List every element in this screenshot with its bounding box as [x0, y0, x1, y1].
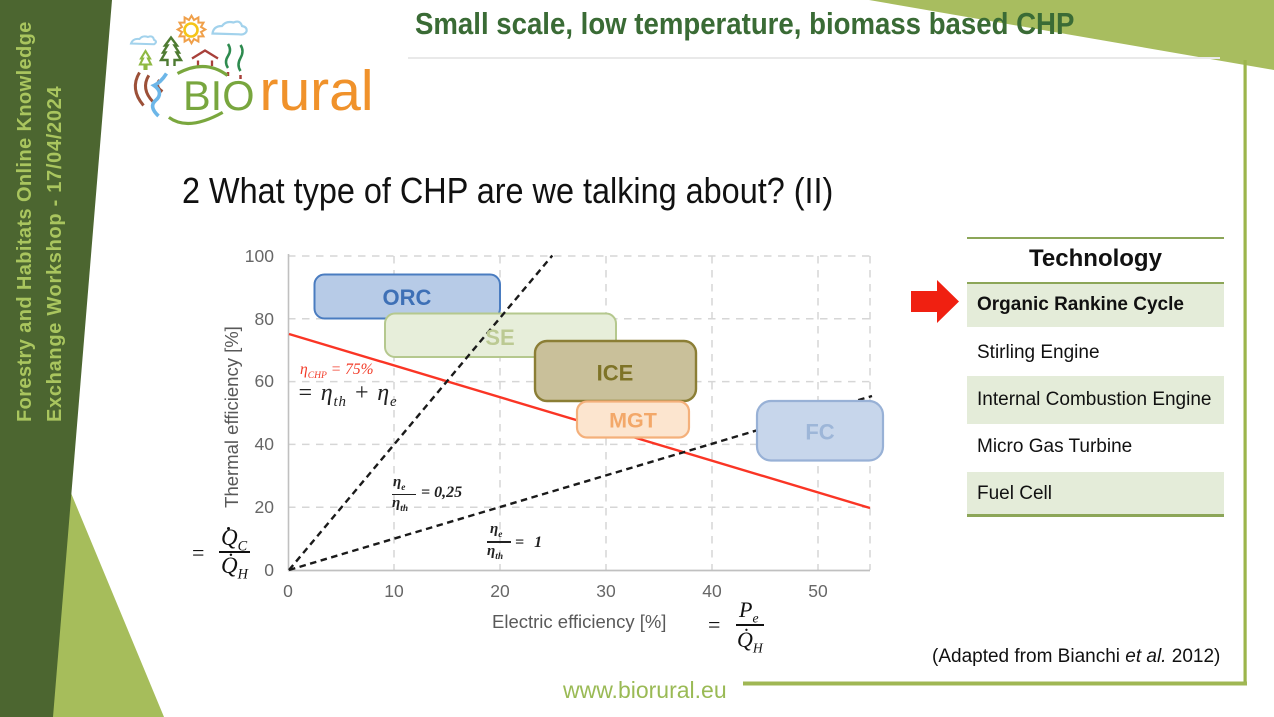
svg-text:20: 20 [490, 581, 510, 601]
svg-text:BIO: BIO [183, 72, 255, 119]
svg-text:100: 100 [245, 246, 274, 266]
svg-text:rural: rural [260, 59, 374, 123]
svg-text:40: 40 [702, 581, 722, 601]
svg-text:20: 20 [255, 497, 275, 517]
svg-text:SE: SE [485, 325, 514, 350]
svg-text:ICE: ICE [597, 361, 634, 386]
svg-text:40: 40 [255, 434, 275, 454]
svg-text:0: 0 [283, 581, 293, 601]
svg-text:50: 50 [808, 581, 828, 601]
svg-text:FC: FC [805, 420, 834, 445]
svg-text:10: 10 [384, 581, 404, 601]
svg-text:ORC: ORC [383, 285, 432, 310]
svg-text:0: 0 [264, 560, 274, 580]
svg-text:MGT: MGT [609, 409, 657, 433]
svg-text:30: 30 [596, 581, 616, 601]
svg-text:80: 80 [255, 309, 275, 329]
svg-text:60: 60 [255, 371, 275, 391]
